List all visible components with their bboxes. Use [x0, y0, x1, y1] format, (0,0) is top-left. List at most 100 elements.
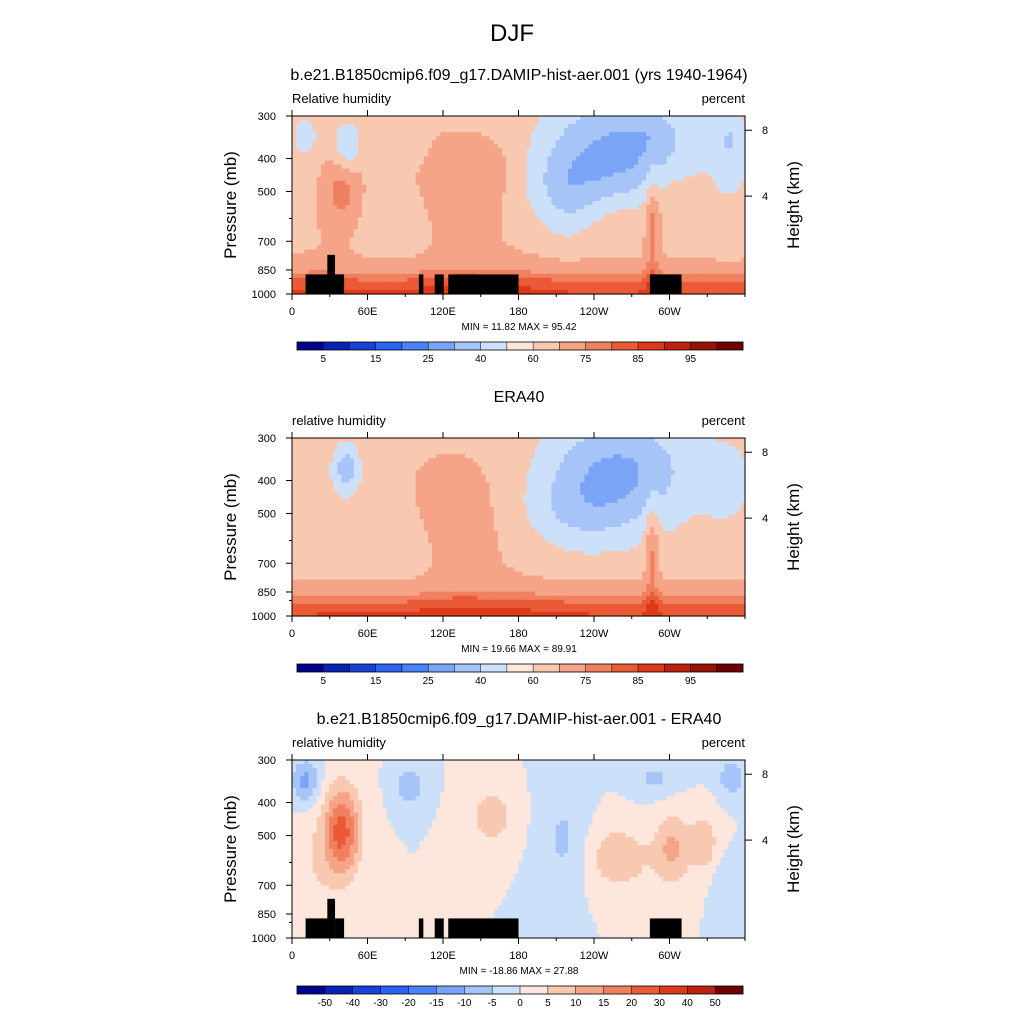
figure-title: DJF: [490, 20, 534, 47]
colorbar-label: 60: [528, 676, 540, 687]
y-tick-label: 500: [258, 509, 276, 521]
terrain-mask: [418, 274, 424, 294]
colorbar-label: -40: [346, 998, 361, 1009]
x-tick-label: 120W: [580, 950, 609, 962]
colorbar-label: 30: [654, 998, 666, 1009]
y-tick-label: 1000: [252, 611, 276, 623]
right-axis-title: Height (km): [784, 805, 803, 893]
colorbar-label: 95: [685, 354, 697, 365]
terrain-mask: [327, 898, 336, 938]
x-tick-label: 60E: [358, 950, 378, 962]
variable-label: Relative humidity: [292, 91, 391, 106]
y-tick-label: 700: [258, 880, 276, 892]
min-max-stats: MIN = 11.82 MAX = 95.42: [462, 322, 577, 333]
y-tick-label: 1000: [252, 289, 276, 301]
variable-label: relative humidity: [292, 413, 386, 428]
right-tick-label: 8: [762, 125, 768, 137]
variable-label: relative humidity: [292, 735, 386, 750]
colorbar-label: 50: [710, 998, 722, 1009]
colorbar-label: 5: [320, 676, 326, 687]
terrain-mask: [448, 274, 519, 294]
terrain-mask: [434, 274, 444, 294]
colorbar-label: -20: [401, 998, 416, 1009]
y-axis-title: Pressure (mb): [221, 473, 240, 581]
y-tick-label: 700: [258, 558, 276, 570]
y-tick-label: 850: [258, 265, 276, 277]
colorbar-label: 40: [475, 354, 487, 365]
colorbar: -50 -40 -30 -20 -15 -10 -5 0 5 10 15 20 30 40 50: [296, 985, 744, 1009]
right-tick-label: 4: [762, 191, 768, 203]
terrain-mask: [305, 274, 329, 294]
contour-field: [292, 438, 746, 617]
x-tick-label: 60W: [658, 306, 681, 318]
colorbar-label: -50: [318, 998, 333, 1009]
colorbar-label: 60: [528, 354, 540, 365]
x-tick-label: 60W: [658, 950, 681, 962]
terrain-mask: [448, 918, 519, 938]
colorbar: 5 15 25 40 60 75 85 95: [296, 663, 744, 687]
contour-field: [292, 116, 746, 295]
y-tick-label: 850: [258, 587, 276, 599]
colorbar-label: -10: [457, 998, 472, 1009]
right-tick-label: 4: [762, 513, 768, 525]
min-max-stats: MIN = 19.66 MAX = 89.91: [461, 644, 577, 655]
panel-title: b.e21.B1850cmip6.f09_g17.DAMIP-hist-aer.…: [290, 67, 747, 84]
x-tick-label: 0: [289, 950, 295, 962]
units-label: percent: [702, 413, 746, 428]
y-tick-label: 300: [258, 755, 276, 767]
terrain-mask: [418, 918, 424, 938]
units-label: percent: [702, 91, 746, 106]
panel-1: b.e21.B1850cmip6.f09_g17.DAMIP-hist-aer.…: [221, 67, 803, 365]
y-tick-label: 400: [258, 798, 276, 810]
colorbar-label: 5: [320, 354, 326, 365]
colorbar-label: -5: [488, 998, 497, 1009]
x-tick-label: 180: [509, 950, 527, 962]
right-axis-title: Height (km): [784, 161, 803, 249]
x-tick-label: 0: [289, 306, 295, 318]
right-tick-label: 4: [762, 835, 768, 847]
x-tick-label: 180: [509, 628, 527, 640]
x-tick-label: 120E: [430, 628, 456, 640]
x-tick-label: 120E: [430, 950, 456, 962]
terrain-mask: [649, 274, 682, 294]
terrain-mask: [649, 918, 682, 938]
y-tick-label: 1000: [252, 933, 276, 945]
panel-3: b.e21.B1850cmip6.f09_g17.DAMIP-hist-aer.…: [221, 711, 803, 1009]
contour-field: [292, 760, 746, 939]
terrain-mask: [335, 918, 345, 938]
colorbar-label: 95: [685, 676, 697, 687]
y-tick-label: 300: [258, 111, 276, 123]
colorbar-label: 75: [580, 354, 592, 365]
y-tick-label: 300: [258, 433, 276, 445]
x-tick-label: 60E: [358, 628, 378, 640]
units-label: percent: [702, 735, 746, 750]
y-axis-title: Pressure (mb): [221, 795, 240, 903]
colorbar-label: 20: [626, 998, 638, 1009]
colorbar-label: 15: [370, 354, 382, 365]
x-tick-label: 0: [289, 628, 295, 640]
colorbar-label: 15: [598, 998, 610, 1009]
y-tick-label: 500: [258, 831, 276, 843]
terrain-mask: [327, 254, 336, 294]
y-tick-label: 400: [258, 154, 276, 166]
terrain-mask: [335, 274, 345, 294]
colorbar: 5 15 25 40 60 75 85 95: [296, 341, 744, 365]
y-tick-label: 500: [258, 187, 276, 199]
colorbar-label: 85: [632, 676, 644, 687]
colorbar-label: 25: [423, 676, 435, 687]
colorbar-label: 40: [682, 998, 694, 1009]
y-tick-label: 850: [258, 909, 276, 921]
y-tick-label: 700: [258, 236, 276, 248]
terrain-mask: [434, 918, 444, 938]
panel-title: b.e21.B1850cmip6.f09_g17.DAMIP-hist-aer.…: [317, 711, 722, 728]
y-tick-label: 400: [258, 476, 276, 488]
panel-title: ERA40: [494, 389, 545, 406]
colorbar-label: 5: [545, 998, 551, 1009]
x-tick-label: 60E: [358, 306, 378, 318]
colorbar-label: 75: [580, 676, 592, 687]
right-axis-title: Height (km): [784, 483, 803, 571]
right-tick-label: 8: [762, 769, 768, 781]
colorbar-label: 15: [370, 676, 382, 687]
x-tick-label: 120W: [580, 306, 609, 318]
